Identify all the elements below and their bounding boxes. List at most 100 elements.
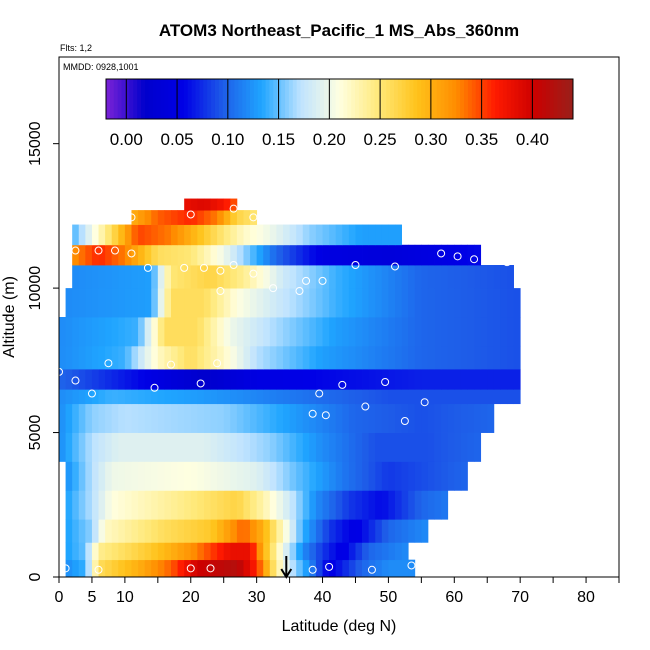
heat-cell — [329, 432, 337, 462]
heat-cell — [362, 519, 370, 543]
heat-cell — [289, 559, 297, 578]
heat-cell — [355, 317, 363, 347]
heat-cell — [454, 389, 462, 405]
colorbar-tick-label: 0.05 — [161, 130, 194, 149]
heat-cell — [203, 519, 211, 543]
colorbar-swatch — [261, 79, 267, 119]
sample-point — [150, 383, 159, 392]
heat-cell — [322, 317, 330, 347]
heat-cell — [269, 559, 277, 578]
heat-cell — [157, 432, 165, 462]
heat-cell — [395, 389, 402, 405]
heat-cell — [210, 432, 218, 462]
heat-cell — [203, 345, 211, 370]
colorbar-swatch — [249, 79, 255, 119]
heat-cell — [375, 542, 383, 561]
heat-cell — [263, 345, 271, 370]
heat-cell — [91, 317, 99, 347]
heat-cell — [315, 317, 323, 347]
heat-cell — [85, 403, 93, 433]
heat-cell — [157, 345, 165, 370]
heat-cell — [111, 389, 119, 405]
heat-cell — [283, 244, 290, 266]
heat-cell — [131, 265, 139, 289]
heat-cell — [269, 369, 277, 390]
heat-cell — [381, 224, 389, 246]
heat-cell — [230, 432, 238, 462]
heat-cell — [408, 345, 416, 370]
heat-cell — [342, 542, 350, 561]
heat-cell — [223, 542, 231, 561]
heat-cell — [414, 288, 422, 318]
heat-cell — [302, 369, 310, 390]
heat-cell — [105, 542, 113, 561]
heat-cell — [256, 265, 264, 289]
colorbar-tick-label: 0.35 — [465, 130, 498, 149]
heat-cell — [342, 244, 350, 266]
heat-cell — [507, 317, 514, 347]
heat-cell — [118, 519, 126, 543]
heat-cell — [236, 559, 244, 578]
heat-cell — [283, 542, 290, 561]
heat-cell — [381, 403, 389, 433]
heat-cell — [72, 432, 80, 462]
heat-cell — [210, 542, 218, 561]
sample-point — [167, 360, 175, 369]
heat-cell — [210, 345, 218, 370]
heat-cell — [355, 461, 363, 491]
heat-cell — [138, 244, 146, 266]
heat-cell — [507, 265, 514, 289]
heat-cell — [217, 542, 225, 561]
heat-cell — [111, 345, 119, 370]
heat-cell — [91, 519, 99, 543]
heat-cell — [348, 389, 356, 405]
colorbar-swatch — [526, 79, 531, 119]
heat-cell — [381, 265, 389, 289]
heat-cell — [118, 432, 126, 462]
heat-cell — [72, 224, 80, 246]
heat-cell — [118, 461, 126, 491]
heat-cell — [230, 224, 238, 246]
heat-cell — [118, 559, 126, 578]
heat-cell — [243, 403, 251, 433]
heat-cell — [131, 389, 139, 405]
sample-point — [111, 246, 119, 255]
heat-cell — [203, 403, 211, 433]
heat-cell — [467, 369, 475, 390]
heat-cell — [348, 317, 356, 347]
heat-cell — [98, 461, 106, 491]
heat-cell — [144, 389, 152, 405]
heat-cell — [223, 461, 231, 491]
heat-cell — [500, 389, 508, 405]
heat-cell — [184, 432, 192, 462]
heat-cell — [65, 389, 73, 405]
heat-cell — [98, 317, 106, 347]
heat-cell — [355, 403, 363, 433]
heat-cell — [348, 403, 356, 433]
heat-cell — [375, 265, 383, 289]
heat-cell — [329, 403, 337, 433]
heat-cell — [263, 559, 271, 578]
heat-cell — [203, 389, 211, 405]
heat-cell — [210, 198, 218, 211]
sample-point — [87, 389, 96, 398]
heat-cell — [184, 265, 192, 289]
heat-cell — [283, 224, 290, 246]
heat-cell — [414, 461, 422, 491]
heat-cell — [78, 432, 86, 462]
heat-cell — [151, 389, 159, 405]
heat-cell — [362, 244, 370, 266]
heat-cell — [467, 288, 475, 318]
heat-cell — [309, 369, 317, 390]
sample-point — [522, 395, 531, 404]
colorbar-swatch — [514, 79, 520, 119]
heat-cell — [289, 519, 297, 543]
heat-cell — [302, 519, 310, 543]
heat-cell — [362, 389, 370, 405]
heat-cell — [131, 432, 139, 462]
heat-cell — [243, 369, 251, 390]
heat-cell — [454, 345, 462, 370]
colorbar-tick-label: 0.20 — [313, 130, 346, 149]
colorbar-swatch — [168, 79, 173, 119]
heat-cell — [421, 369, 429, 390]
